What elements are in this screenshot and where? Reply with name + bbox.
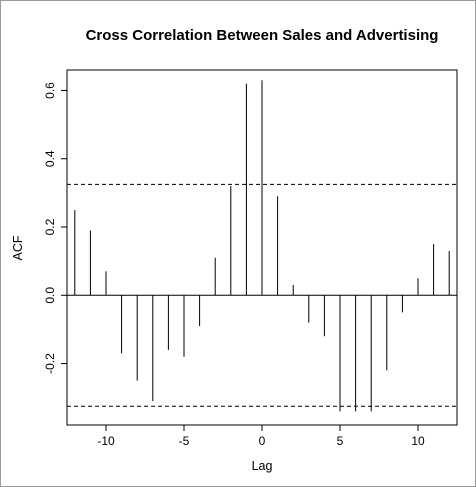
x-tick-label: 0 [259, 434, 266, 448]
x-axis-label: Lag [252, 459, 273, 473]
x-tick-label: -5 [179, 434, 190, 448]
y-tick-label: 0.6 [43, 82, 57, 99]
y-axis-label: ACF [11, 235, 25, 260]
x-tick-label: -10 [97, 434, 115, 448]
y-tick-label: -0.2 [43, 353, 57, 374]
chart-marks: -10 -5 0 5 10 -0.2 0.0 0.2 0.4 0.6 [43, 80, 457, 448]
y-tick-label: 0.0 [43, 287, 57, 304]
x-tick-label: 10 [411, 434, 425, 448]
chart-title: Cross Correlation Between Sales and Adve… [86, 27, 439, 44]
x-tick-label: 5 [337, 434, 344, 448]
y-tick-label: 0.4 [43, 150, 57, 167]
y-tick-label: 0.2 [43, 218, 57, 235]
